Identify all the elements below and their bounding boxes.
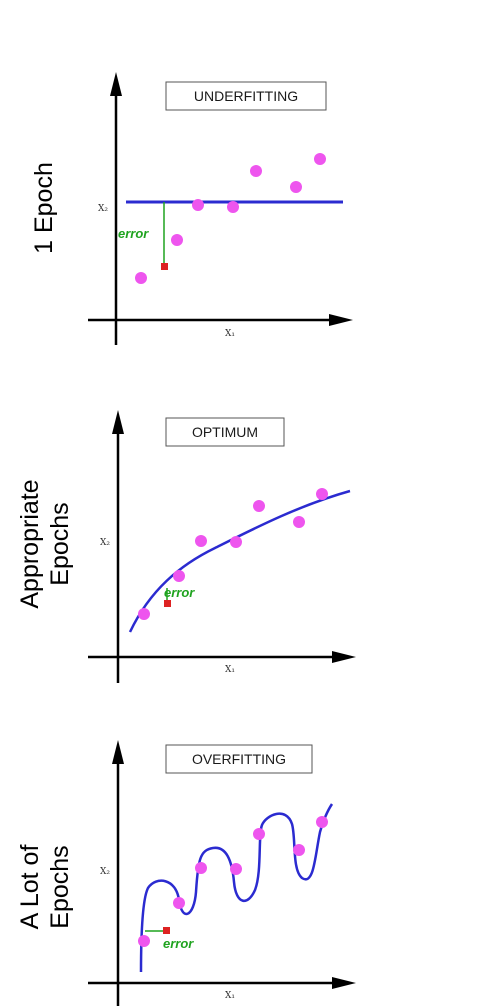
x-axis-label: X₁ bbox=[225, 665, 235, 675]
data-point bbox=[173, 570, 185, 582]
title-box-optimum bbox=[165, 417, 285, 447]
y-axis-label: X₂ bbox=[100, 538, 110, 548]
data-point bbox=[316, 488, 328, 500]
panel-overfitting: OVERFITTING X₁ X₂ error bbox=[88, 740, 356, 1006]
title-box-underfitting bbox=[165, 81, 327, 111]
x-axis-label: X₁ bbox=[225, 329, 235, 339]
y-axis-label: X₂ bbox=[100, 867, 110, 877]
data-point bbox=[195, 535, 207, 547]
data-point bbox=[253, 500, 265, 512]
error-label: error bbox=[118, 226, 149, 241]
error-marker bbox=[161, 263, 168, 270]
panel-optimum: OPTIMUM X₁ X₂ error bbox=[88, 410, 356, 683]
error-label: error bbox=[163, 936, 194, 951]
y-axis-arrow-icon bbox=[112, 740, 124, 764]
data-point bbox=[314, 153, 326, 165]
panel-title-overfitting: OVERFITTING bbox=[192, 751, 286, 767]
data-point bbox=[227, 201, 239, 213]
data-point bbox=[230, 863, 242, 875]
panel-title-optimum: OPTIMUM bbox=[192, 424, 258, 440]
data-point bbox=[138, 935, 150, 947]
data-point bbox=[253, 828, 265, 840]
panel-title-underfitting: UNDERFITTING bbox=[194, 88, 298, 104]
data-point bbox=[230, 536, 242, 548]
error-label: error bbox=[164, 585, 195, 600]
title-box-overfitting bbox=[165, 744, 313, 774]
data-point bbox=[135, 272, 147, 284]
data-point bbox=[293, 516, 305, 528]
data-point bbox=[195, 862, 207, 874]
data-point bbox=[192, 199, 204, 211]
data-point bbox=[293, 844, 305, 856]
y-axis-label: X₂ bbox=[98, 204, 108, 214]
y-axis-arrow-icon bbox=[112, 410, 124, 434]
error-marker bbox=[164, 600, 171, 607]
x-axis-arrow-icon bbox=[332, 977, 356, 989]
x-axis-arrow-icon bbox=[332, 651, 356, 663]
data-point bbox=[290, 181, 302, 193]
panel-underfitting: UNDERFITTING X₁ X₂ error bbox=[88, 72, 353, 345]
x-axis-arrow-icon bbox=[329, 314, 353, 326]
model-curve bbox=[128, 489, 351, 633]
data-point bbox=[250, 165, 262, 177]
model-curve bbox=[139, 803, 334, 973]
y-axis-arrow-icon bbox=[110, 72, 122, 96]
error-marker bbox=[163, 927, 170, 934]
data-point bbox=[316, 816, 328, 828]
data-point bbox=[138, 608, 150, 620]
data-point bbox=[171, 234, 183, 246]
data-point bbox=[173, 897, 185, 909]
x-axis-label: X₁ bbox=[225, 991, 235, 1001]
